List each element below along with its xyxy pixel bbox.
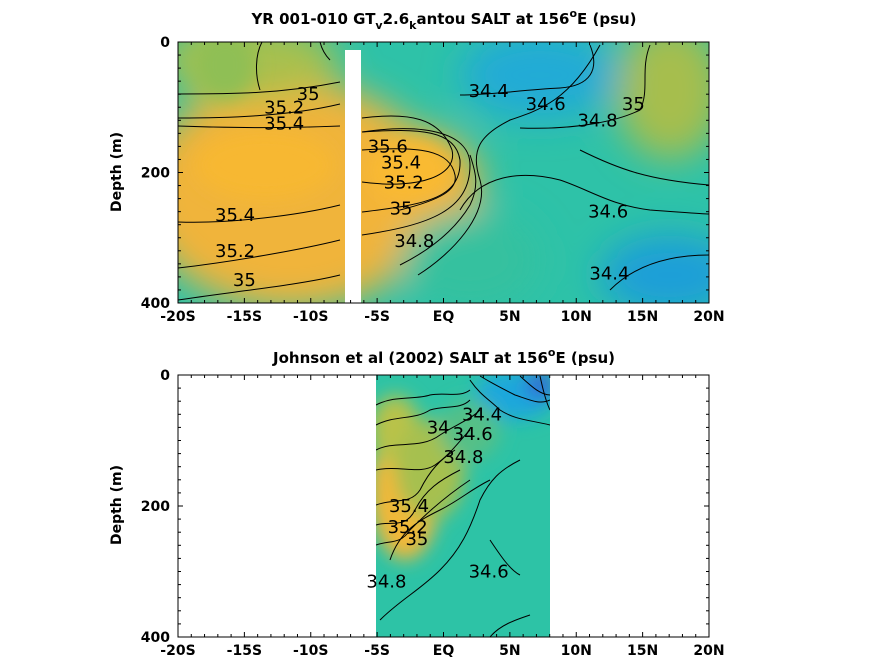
bottom-x-tick-label: 10N — [561, 643, 592, 659]
bottom-x-tick-label: -10S — [293, 643, 328, 659]
top-y-tick-label: 0 — [160, 35, 170, 51]
bottom-x-tick-label: -15S — [227, 643, 262, 659]
bottom-contours — [376, 375, 550, 637]
bottom-contour-label: 35.2 — [388, 517, 428, 538]
top-contours — [178, 42, 709, 301]
bottom-x-tick-label: 15N — [627, 643, 658, 659]
bottom-contour-label: 34.8 — [366, 571, 406, 592]
top-x-tick-label: 5N — [499, 309, 520, 325]
top-contour-label: 35.2 — [384, 172, 424, 193]
top-contour-label: 35 — [297, 84, 320, 105]
bottom-contour-label: 35.4 — [389, 496, 429, 517]
top-contour-labels: 3535.235.435.635.435.23534.835.435.23534… — [215, 81, 645, 291]
top-contour-label: 35.4 — [381, 153, 421, 174]
top-contour-label: 35 — [390, 198, 413, 219]
top-x-tick-label: -15S — [227, 309, 262, 325]
top-contour-label: 34.8 — [394, 231, 434, 252]
bottom-contour-label: 34.4 — [462, 404, 502, 425]
top-contour-label: 35.2 — [264, 97, 304, 118]
bottom-x-tick-label: -5S — [364, 643, 390, 659]
top-x-tick-label: -5S — [364, 309, 390, 325]
top-contour-label: 35.4 — [215, 205, 255, 226]
top-y-tick-label: 200 — [141, 166, 170, 182]
top-contour-label: 34.8 — [577, 110, 617, 131]
top-panel: YR 001-010 GTv2.6kantou SALT at 156oE (p… — [109, 7, 725, 325]
bottom-y-axis-label: Depth (m) — [109, 465, 125, 545]
bottom-contour-label: 34.6 — [469, 562, 509, 583]
top-contour-label: 34.6 — [588, 202, 628, 223]
bottom-x-tick-label: 20N — [693, 643, 724, 659]
top-contour-label: 34.4 — [469, 81, 509, 102]
bottom-heatmap — [376, 375, 550, 637]
top-x-tick-label: -10S — [293, 309, 328, 325]
top-contour-label: 35.6 — [368, 136, 408, 157]
bottom-contour-label: 34.8 — [443, 447, 483, 468]
top-heatmap — [178, 42, 709, 303]
bottom-y-tick-label: 0 — [160, 368, 170, 384]
bottom-contour-label: 34.6 — [453, 424, 493, 445]
top-x-tick-label: EQ — [433, 309, 455, 325]
top-y-axis-label: Depth (m) — [109, 132, 125, 212]
top-contour-label: 35 — [233, 270, 256, 291]
top-contour-label: 34.4 — [589, 264, 629, 285]
top-x-tick-label: 20N — [693, 309, 724, 325]
top-contour-label: 34.6 — [526, 94, 566, 115]
top-contour-label: 35.2 — [215, 241, 255, 262]
bottom-panel: Johnson et al (2002) SALT at 156oE (psu) — [109, 346, 725, 659]
top-contour-label: 35.4 — [264, 114, 304, 135]
bottom-contour-label: 34 — [427, 417, 450, 438]
bottom-contour-label: 35 — [405, 529, 428, 550]
bottom-y-tick-label: 400 — [141, 630, 170, 646]
top-x-tick-label: 15N — [627, 309, 658, 325]
bottom-y-tick-label: 200 — [141, 499, 170, 515]
bottom-ticks: -20S -15S -10S -5S EQ 5N 10N 15N 20N 0 200 400 — [141, 368, 725, 659]
top-title: YR 001-010 GTv2.6kantou SALT at 156oE (p… — [250, 7, 636, 32]
top-x-tick-label: -20S — [160, 309, 195, 325]
top-x-tick-label: 10N — [561, 309, 592, 325]
top-contour-label: 35 — [622, 94, 645, 115]
top-ticks: -20S -15S -10S -5S EQ 5N 10N 15N 20N 0 200 400 — [141, 35, 725, 325]
bottom-x-tick-label: -20S — [160, 643, 195, 659]
bottom-x-tick-label: EQ — [433, 643, 455, 659]
bottom-x-tick-label: 5N — [499, 643, 520, 659]
top-y-tick-label: 400 — [141, 296, 170, 312]
bottom-title: Johnson et al (2002) SALT at 156oE (psu) — [272, 346, 615, 367]
top-data-gap — [345, 50, 361, 303]
